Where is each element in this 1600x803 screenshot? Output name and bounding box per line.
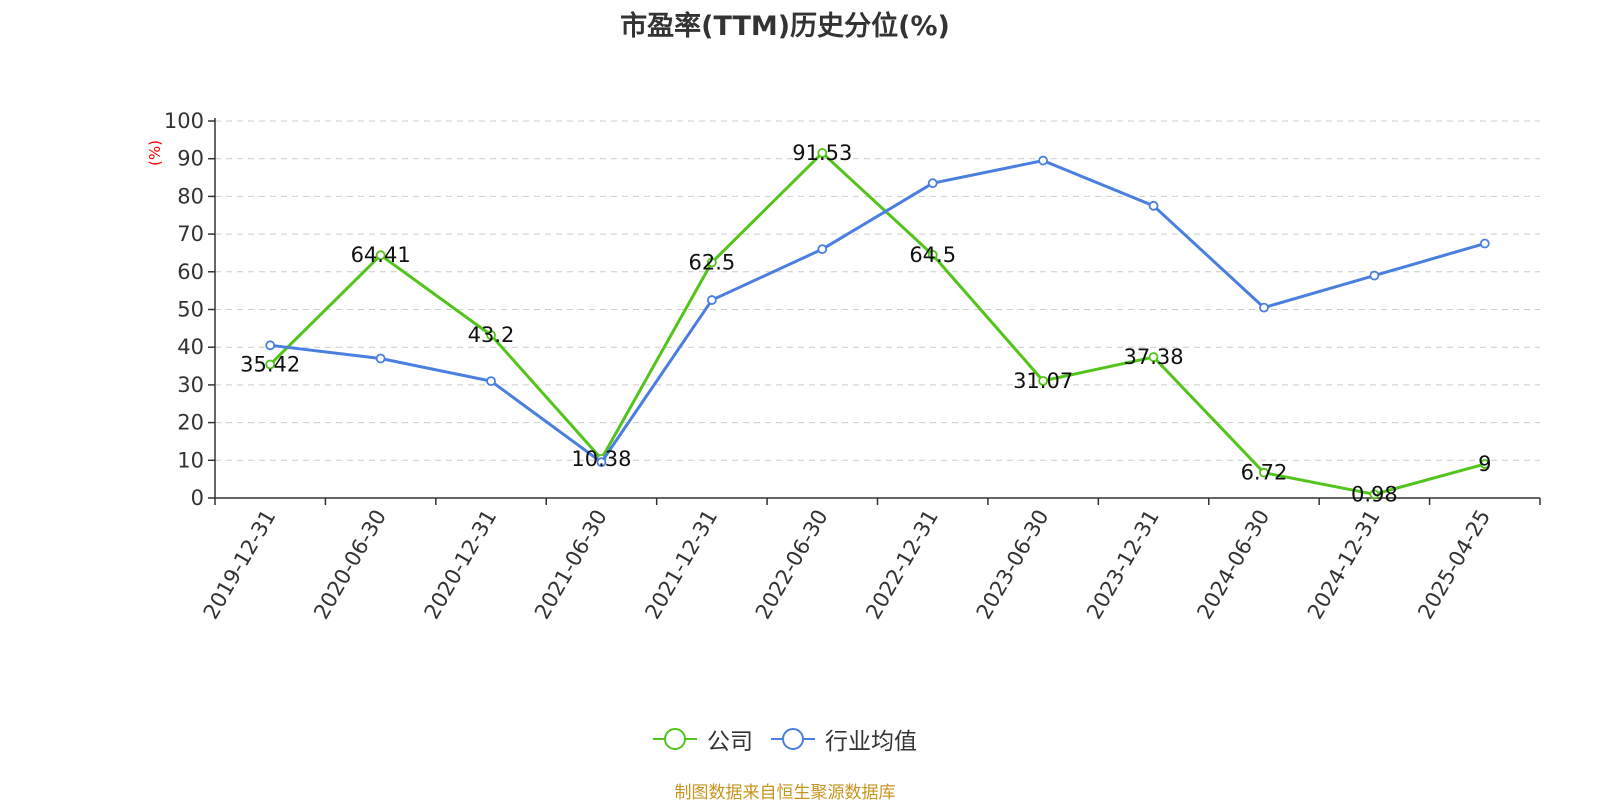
data-point: [375, 353, 386, 364]
series-lines: [265, 148, 1490, 500]
data-point: [1038, 155, 1049, 166]
x-tick-label: 2020-06-30: [309, 506, 391, 624]
x-tick-label: 2021-12-31: [640, 506, 722, 624]
data-label: 91.53: [792, 141, 852, 165]
x-tick-label: 2020-12-31: [420, 505, 502, 623]
chart-canvas: 0 10 20 30 40 50 60 70 80 90 100 2019-12-31 2020-06-…: [146, 109, 1541, 624]
series-line-1: [270, 159, 1486, 464]
data-label: 37.38: [1123, 345, 1183, 369]
data-point: [706, 257, 717, 268]
y-tick-label: 100: [164, 109, 204, 133]
y-tick-label: 80: [177, 184, 204, 208]
data-point: [265, 359, 276, 370]
legend-item-industry[interactable]: 行业均值: [771, 722, 917, 756]
data-point: [596, 457, 607, 468]
series-line-0: [269, 151, 1486, 496]
x-tick-label: 2023-06-30: [972, 506, 1054, 624]
y-tick-label: 30: [177, 373, 204, 397]
chart-title: 市盈率(TTM)历史分位(%): [620, 11, 950, 42]
data-point: [817, 148, 828, 158]
x-tick-label: 2022-12-31: [861, 505, 943, 623]
y-tick-label: 50: [177, 298, 204, 322]
data-point: [927, 178, 938, 189]
legend-item-company[interactable]: 公司: [653, 722, 753, 756]
source-note: 制图数据来自恒生聚源数据库: [674, 783, 896, 803]
y-axis-label: (%): [146, 140, 164, 166]
x-tick-label: 2019-12-31: [199, 506, 281, 624]
data-label: 6.72: [1241, 461, 1288, 485]
y-tick-label: 0: [191, 486, 204, 510]
data-point: [486, 376, 496, 387]
data-point: [265, 340, 276, 351]
data-point: [817, 244, 828, 255]
data-label: 62.5: [688, 250, 735, 274]
x-tick-label: 2023-12-31: [1082, 506, 1164, 624]
data-point: [1148, 352, 1159, 362]
data-point: [1369, 270, 1380, 281]
y-tick-label: 40: [177, 335, 204, 359]
legend-label-company: 公司: [707, 729, 753, 755]
y-tick-label: 90: [177, 147, 204, 171]
y-tick-label: 20: [177, 411, 204, 435]
data-label: 64.41: [351, 243, 411, 267]
data-label: 0.98: [1351, 482, 1398, 506]
data-label: 43.2: [468, 323, 515, 347]
x-tick-label: 2024-12-31: [1303, 506, 1385, 624]
x-tick-label: 2022-06-30: [751, 506, 833, 624]
data-label: 9: [1478, 452, 1491, 476]
data-point: [375, 250, 386, 261]
data-label: 35.42: [240, 352, 300, 376]
data-point: [1259, 467, 1269, 478]
data-point: [1148, 200, 1159, 211]
x-tick-label: 2024-06-30: [1192, 506, 1274, 624]
legend-marker-industry: [771, 728, 815, 750]
data-label: 10.38: [571, 447, 631, 471]
y-tick-label: 70: [177, 222, 204, 246]
data-point: [1479, 459, 1490, 469]
x-tick-label: 2021-06-30: [530, 506, 612, 624]
data-point: [927, 249, 938, 260]
data-point: [706, 295, 717, 305]
data-point: [1369, 489, 1380, 500]
legend-marker-company: [653, 728, 697, 750]
x-tick-label: 2025-04-25: [1413, 506, 1495, 624]
data-point: [1038, 375, 1049, 386]
y-tick-label: 10: [177, 448, 204, 472]
data-labels: 35.42 64.41 43.2 10.38 62.5 91.53 64.5 31.07 37.…: [240, 141, 1491, 506]
grid-lines: [215, 120, 1540, 461]
data-label: 31.07: [1013, 369, 1073, 393]
data-point: [486, 330, 496, 341]
axes: 0 10 20 30 40 50 60 70 80 90 100 2019-12-31 2020-06-…: [164, 109, 1541, 624]
data-point: [1259, 302, 1269, 313]
y-tick-label: 60: [177, 260, 204, 284]
data-label: 64.5: [909, 243, 956, 267]
legend: 公司 行业均值: [0, 722, 1570, 756]
data-point: [1479, 238, 1490, 249]
legend-label-industry: 行业均值: [825, 729, 917, 755]
